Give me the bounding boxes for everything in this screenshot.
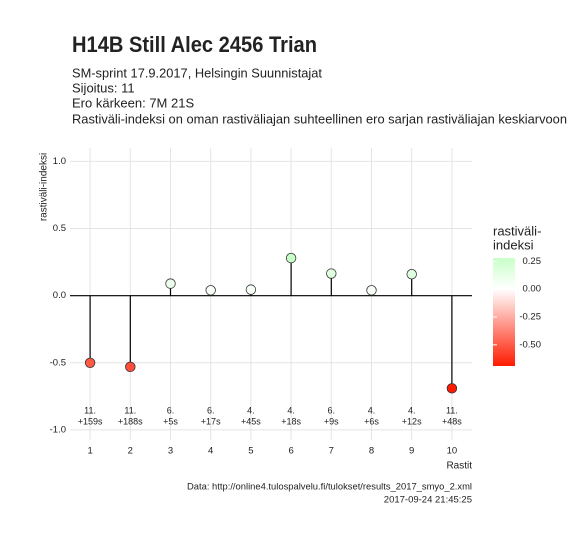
point [366,285,377,296]
annotation-rank: 6. [167,405,175,415]
x-tick-label: 4 [208,446,213,457]
chart-title: H14B Still Alec 2456 Trian [72,32,317,57]
colorbar [493,258,515,366]
point [446,383,458,394]
legend-tick-label: 0.00 [523,284,542,295]
annotation-diff: +188s [118,416,143,426]
y-tick-label: 0.5 [53,223,66,234]
point [285,252,297,264]
y-axis-label: rastiväli-indeksi [39,153,50,221]
y-tick-label: -1.0 [50,424,66,435]
x-tick-label: 2 [128,446,133,457]
annotation-diff: +17s [201,416,221,426]
annotation-diff: +18s [281,416,301,426]
point [125,361,136,373]
subtitle: SM-sprint 17.9.2017, Helsingin Suunnista… [72,65,322,80]
x-tick-label: 1 [87,446,92,457]
subtitle: Sijoitus: 11 [72,80,135,95]
x-tick-label: 8 [369,446,374,457]
y-tick-label: 1.0 [53,156,66,167]
legend-tick-label: -0.50 [519,339,541,350]
point [406,268,417,280]
annotation-diff: +5s [163,416,178,426]
annotation-rank: 11. [124,405,136,415]
point [245,284,257,295]
annotation-diff: +159s [78,416,103,426]
annotation-rank: 11. [84,405,96,415]
x-tick-label: 5 [248,446,253,457]
y-tick-label: -0.5 [50,357,66,368]
annotation-rank: 4. [287,405,295,415]
legend-tick-label: -0.25 [519,312,541,323]
legend-title: indeksi [493,237,534,252]
annotation-diff: +9s [324,416,339,426]
annotation-rank: 6. [207,405,215,415]
point [84,357,96,369]
caption: Data: http://online4.tulospalvelu.fi/tul… [187,482,472,493]
x-tick-label: 10 [447,446,458,457]
annotation-rank: 4. [408,405,416,415]
legend-title: rastiväli- [493,223,541,238]
annotation-diff: +6s [364,416,379,426]
point [326,268,337,279]
subtitle: Ero kärkeen: 7M 21S [72,95,194,110]
x-tick-label: 3 [168,446,173,457]
annotation-diff: +12s [402,416,422,426]
x-tick-label: 9 [409,446,414,457]
x-tick-label: 7 [329,446,334,457]
annotation-rank: 4. [247,405,255,415]
point [205,285,216,296]
annotation-rank: 6. [328,405,336,415]
x-tick-label: 6 [288,446,293,457]
point [165,278,176,289]
legend-tick-label: 0.25 [523,256,542,267]
annotation-rank: 11. [446,405,458,415]
caption: 2017-09-24 21:45:25 [384,495,472,506]
annotation-diff: +45s [241,416,261,426]
x-axis-label: Rastit [446,461,472,472]
annotation-diff: +48s [442,416,462,426]
subtitle: Rastiväli-indeksi on oman rastiväliajan … [72,111,567,126]
annotation-rank: 4. [368,405,376,415]
y-tick-label: 0.0 [53,290,66,301]
